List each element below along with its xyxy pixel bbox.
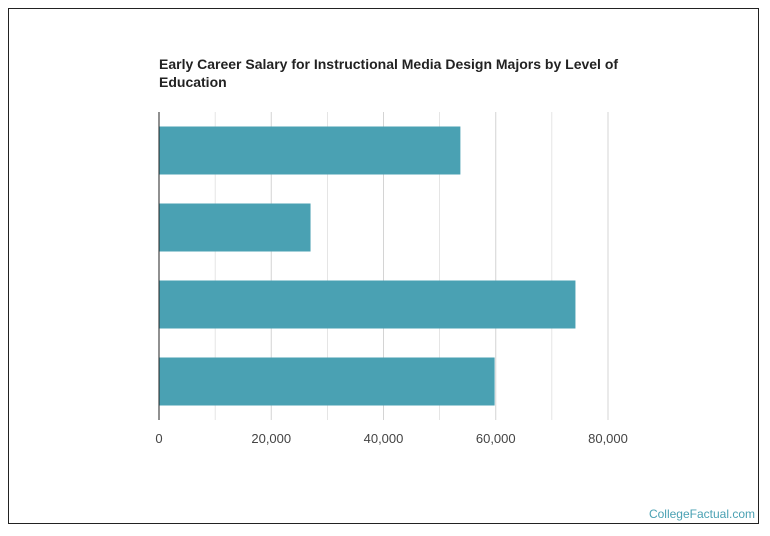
x-tick-label: 40,000 (364, 431, 404, 446)
chart-title: Early Career Salary for Instructional Me… (159, 56, 619, 90)
chart-frame (8, 8, 759, 524)
bars (159, 126, 576, 406)
x-tick-labels: 0 20,000 40,000 60,000 80,000 (155, 431, 628, 446)
x-tick-label: 80,000 (588, 431, 628, 446)
x-tick-label: 60,000 (476, 431, 516, 446)
bar-1 (159, 126, 461, 175)
bar-2 (159, 203, 311, 252)
x-tick-label: 0 (155, 431, 162, 446)
x-tick-label: 20,000 (251, 431, 291, 446)
bar-4 (159, 357, 495, 406)
bar-3 (159, 280, 576, 329)
source-credit: CollegeFactual.com (648, 507, 755, 521)
